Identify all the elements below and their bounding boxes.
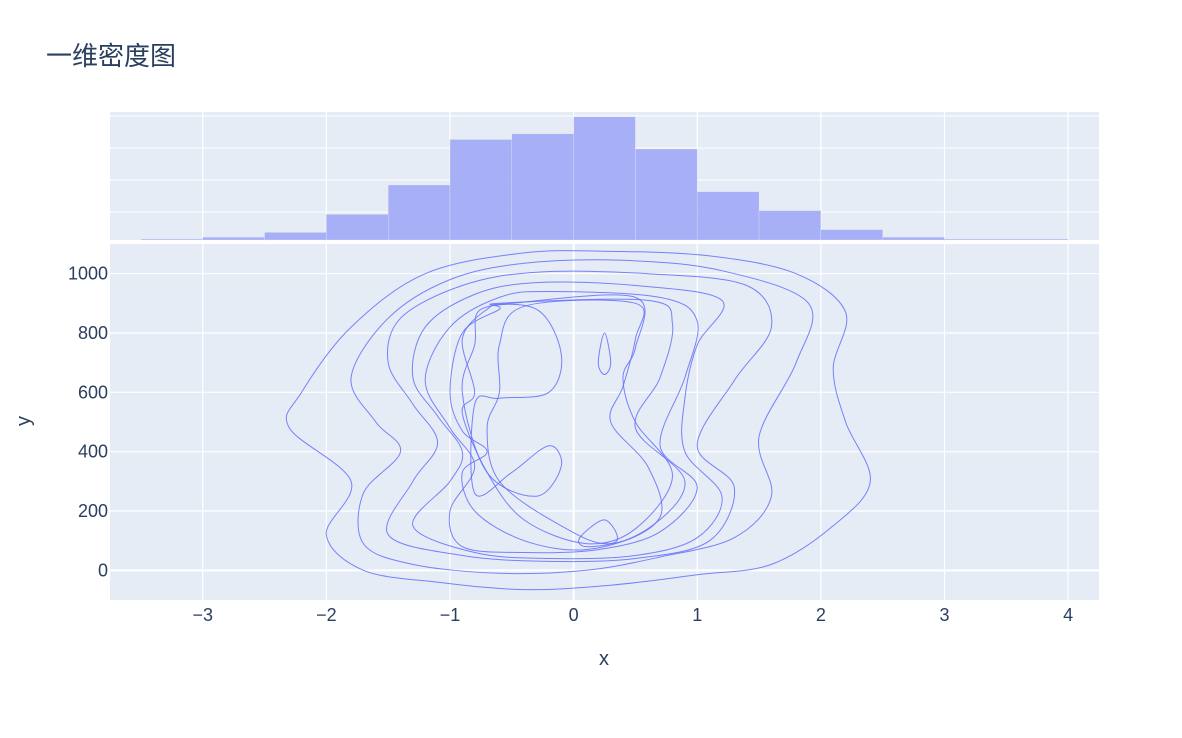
histogram-bar (944, 238, 1069, 241)
y-tick-label: 600 (78, 382, 108, 402)
histogram-bar (264, 232, 327, 241)
y-tick-label: 0 (98, 560, 108, 580)
main-plot-bg (110, 244, 1099, 600)
x-tick-label: 4 (1063, 605, 1073, 625)
x-tick-label: −1 (440, 605, 461, 625)
x-tick-label: −2 (316, 605, 337, 625)
contour-line (461, 303, 563, 497)
histogram-bar (388, 184, 451, 241)
histogram-bar (449, 139, 512, 241)
histogram-bar (758, 210, 821, 241)
y-tick-label: 800 (78, 323, 108, 343)
histogram-bar (635, 148, 698, 241)
contour-line (411, 281, 725, 560)
contour-line (597, 332, 612, 376)
histogram-bar (326, 214, 389, 241)
histogram-bar (573, 116, 636, 241)
histogram-bar (140, 238, 203, 241)
contour-line (449, 298, 686, 551)
histogram-bar (697, 191, 760, 241)
contour-line (424, 290, 699, 554)
x-axis-label: x (599, 648, 609, 670)
grid-lines (110, 112, 1099, 600)
x-tick-label: 0 (569, 605, 579, 625)
y-axis-label: y (13, 416, 35, 426)
chart-title: 一维密度图 (46, 42, 177, 72)
histogram-bar (882, 237, 945, 241)
histogram-bar (511, 133, 574, 241)
x-tick-label: 3 (939, 605, 949, 625)
histogram-bar (202, 237, 265, 241)
y-tick-label: 200 (78, 501, 108, 521)
x-tick-label: 1 (692, 605, 702, 625)
contour-line (285, 250, 871, 591)
x-tick-label: 2 (816, 605, 826, 625)
axis-ticks: −3 −2 −1 0 1 2 3 4 0 200 400 600 800 1000 (68, 264, 1073, 625)
contour-line (386, 270, 773, 563)
y-tick-label: 1000 (68, 264, 108, 284)
contour-line (350, 259, 814, 575)
histogram (140, 116, 1069, 241)
x-tick-label: −3 (192, 605, 213, 625)
histogram-bar (820, 229, 883, 241)
contour-plot (285, 250, 871, 591)
y-tick-label: 400 (78, 442, 108, 462)
contour-line (578, 519, 619, 548)
